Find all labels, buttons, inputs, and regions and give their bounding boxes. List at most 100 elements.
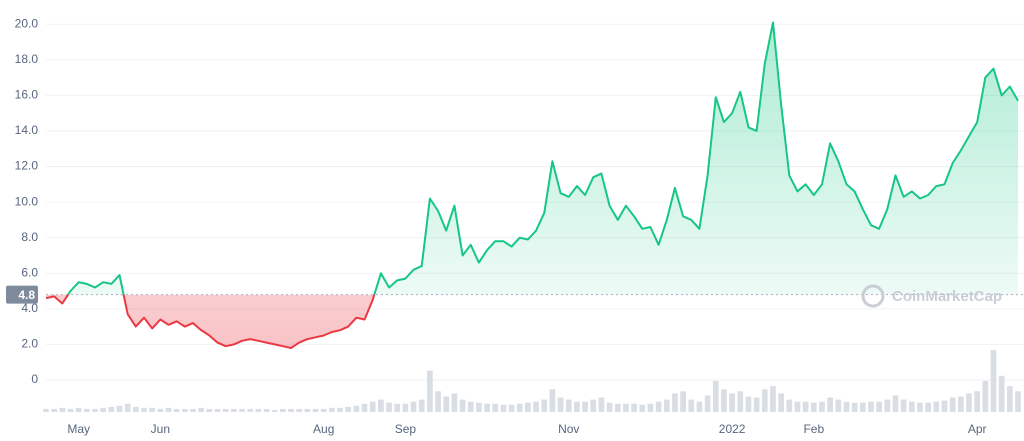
area-down [46, 294, 1018, 348]
volume-bar [810, 402, 817, 412]
volume-bar [835, 399, 842, 412]
x-tick-label: 2022 [719, 422, 746, 436]
volume-bar [247, 408, 254, 412]
volume-bar [435, 391, 441, 412]
volume-bar [443, 396, 450, 412]
volume-bar [378, 399, 384, 412]
volume-bar [606, 402, 613, 412]
volume-bar [304, 408, 311, 412]
volume-bar [59, 407, 66, 412]
volume-bar [737, 391, 744, 412]
y-tick-label: 12.0 [15, 159, 39, 173]
volume-bar [655, 401, 662, 412]
volume-bar [67, 408, 74, 412]
volume-bar [173, 408, 180, 412]
area-up [68, 22, 1018, 295]
volume-bar [43, 408, 49, 412]
volume-bar [565, 399, 572, 412]
volume-bar [557, 397, 564, 412]
volume-bar [745, 396, 752, 412]
volume-bar [296, 408, 303, 412]
y-tick-label: 0 [31, 372, 38, 386]
volume-bar [672, 393, 678, 412]
volume-bar [851, 402, 858, 412]
volume-bar [688, 399, 695, 412]
volume-bar [451, 393, 458, 412]
volume-bar [500, 404, 507, 412]
volume-bar [394, 403, 401, 412]
volume-bar [133, 406, 139, 412]
volume-bar [925, 402, 931, 412]
volume-bar [933, 401, 940, 412]
volume-bar [190, 408, 196, 412]
volume-bar [663, 399, 670, 412]
x-tick-label: Sep [395, 422, 417, 436]
volume-bar [892, 395, 899, 412]
volume-bar [198, 407, 205, 412]
volume-bar [402, 403, 409, 412]
volume-bar [712, 381, 719, 412]
y-tick-label: 6.0 [21, 265, 38, 279]
volume-bar [729, 393, 735, 412]
volume-bar [696, 401, 703, 412]
volume-bar [908, 401, 915, 412]
x-tick-label: Feb [803, 422, 824, 436]
volume-bar [222, 408, 229, 412]
volume-bar [84, 408, 90, 412]
volume-bar [345, 406, 352, 412]
volume-bar [516, 403, 523, 412]
volume-bar [949, 397, 956, 412]
volume-bar [998, 375, 1005, 412]
volume-bar [631, 403, 637, 412]
volume-bar [598, 397, 605, 412]
volume-bar [990, 350, 997, 412]
volume-bar [761, 389, 768, 412]
y-tick-label: 20.0 [15, 16, 39, 30]
volume-bar [288, 408, 294, 412]
x-tick-label: May [67, 422, 90, 436]
x-tick-label: Apr [968, 422, 987, 436]
volume-bar [116, 405, 123, 412]
volume-bar [353, 405, 360, 412]
volume-bar [982, 381, 989, 412]
volume-bar [361, 403, 368, 412]
volume-bar [280, 408, 286, 412]
volume-bar [427, 370, 433, 412]
volume-bar [819, 401, 825, 412]
volume-bar [231, 408, 237, 412]
volume-bar [271, 409, 278, 412]
volume-bar [900, 399, 907, 412]
x-tick-label: Nov [558, 422, 579, 436]
x-tick-label: Jun [151, 422, 170, 436]
volume-bar [778, 393, 784, 412]
price-line-down [45, 294, 376, 349]
y-tick-label: 8.0 [21, 230, 38, 244]
volume-bar [467, 401, 474, 412]
volume-bar [124, 403, 131, 412]
volume-bar [590, 399, 597, 412]
volume-bar [770, 386, 776, 412]
volume-bar [165, 407, 172, 412]
volume-bar [843, 401, 850, 412]
volume-bar [525, 402, 531, 412]
volume-bar [337, 407, 343, 412]
y-tick-label: 14.0 [15, 123, 39, 137]
volume-bar [51, 408, 58, 412]
volume-bar [704, 395, 711, 412]
volume-bar [149, 407, 156, 412]
volume-bar [182, 408, 188, 412]
price-line-up [66, 21, 1019, 295]
volume-bar [974, 391, 980, 412]
watermark-text: CoinMarketCap [892, 288, 1002, 305]
volume-bar [721, 389, 727, 412]
y-tick-label: 10.0 [15, 194, 39, 208]
volume-bar [108, 406, 115, 412]
volume-bar [484, 403, 490, 412]
volume-bar [100, 407, 107, 412]
volume-bar [410, 401, 417, 412]
volume-bar [508, 404, 515, 412]
volume-bar [549, 389, 556, 412]
watermark-logo [861, 284, 885, 308]
